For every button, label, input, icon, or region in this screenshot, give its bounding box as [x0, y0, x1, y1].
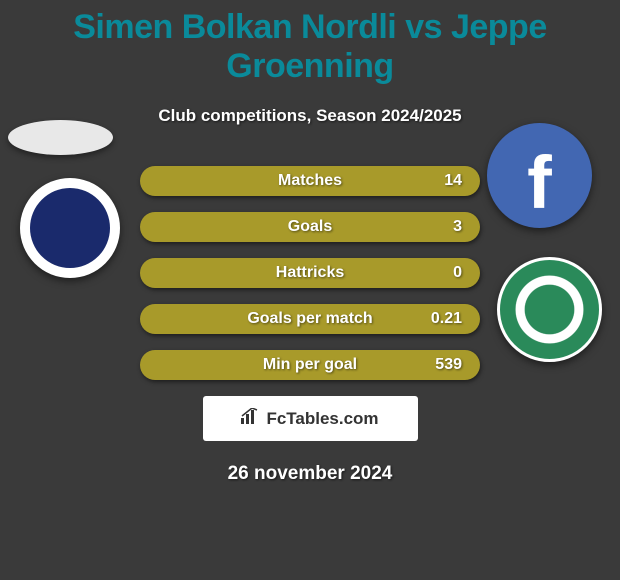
stat-pill-goals-per-match: Goals per match 0.21	[140, 304, 480, 334]
comparison-card: Simen Bolkan Nordli vs Jeppe Groenning C…	[0, 0, 620, 580]
stat-value: 0.21	[431, 310, 462, 328]
stat-value: 3	[453, 218, 462, 236]
stats-area: Matches 14 Goals 3 Hattricks 0 Goals per…	[0, 166, 620, 380]
player-left-avatar	[8, 120, 113, 155]
stat-pill-matches: Matches 14	[140, 166, 480, 196]
stat-value: 0	[453, 264, 462, 282]
stat-label: Hattricks	[276, 264, 344, 282]
stat-label: Goals per match	[247, 310, 372, 328]
stat-pill-min-per-goal: Min per goal 539	[140, 350, 480, 380]
date-text: 26 november 2024	[0, 463, 620, 485]
stat-pill-hattricks: Hattricks 0	[140, 258, 480, 288]
stat-row: Goals 3	[0, 212, 620, 242]
stat-label: Matches	[278, 172, 342, 190]
stat-label: Min per goal	[263, 356, 357, 374]
stat-label: Goals	[288, 218, 332, 236]
stat-row: Matches 14	[0, 166, 620, 196]
watermark-text: FcTables.com	[266, 409, 378, 429]
stat-value: 539	[435, 356, 462, 374]
chart-icon	[241, 408, 261, 429]
stat-pill-goals: Goals 3	[140, 212, 480, 242]
watermark-badge[interactable]: FcTables.com	[203, 396, 418, 441]
page-title: Simen Bolkan Nordli vs Jeppe Groenning	[0, 0, 620, 86]
stat-row: Hattricks 0	[0, 258, 620, 288]
stat-value: 14	[444, 172, 462, 190]
stat-row: Min per goal 539	[0, 350, 620, 380]
stat-row: Goals per match 0.21	[0, 304, 620, 334]
